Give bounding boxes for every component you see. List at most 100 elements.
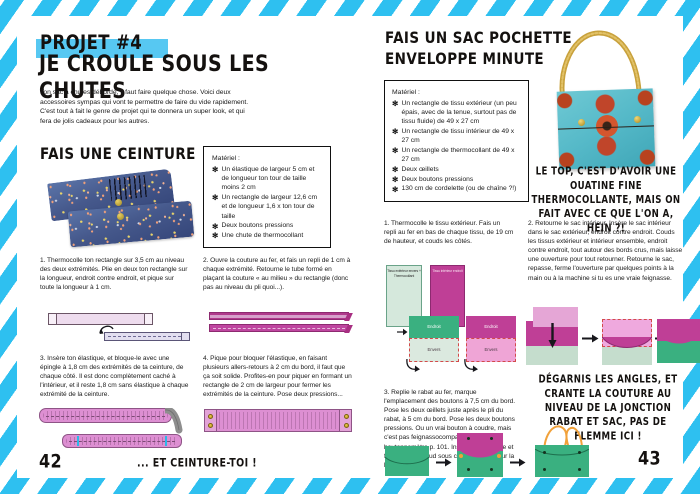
step-text-3: 3. Insère ton élastique, et bloque-le av… [40,355,189,399]
left-page: PROJET #4 JE CROULE SOUS LES CHUTES Ton … [17,16,353,478]
bag-motif-star [596,115,618,137]
bag-eyelet [578,119,585,126]
belt-end-cap [204,409,217,432]
diagram-label-endroit: Endroit [466,316,516,338]
diagram-stitch-line [108,336,181,337]
diagram-flap-line [535,449,589,456]
page-number-right: 43 [638,446,662,469]
snap-marker [490,468,493,471]
snap-button-icon [207,414,213,419]
project-label-container: PROJET #4 [36,31,168,58]
diagram-bag-body [535,445,589,477]
diagram-curved-seam [457,447,503,458]
diagram-bag-body [385,446,429,476]
tip-note: LE TOP, C'EST D'AVOIR UNE OUATINE FINE T… [531,166,681,235]
diagram-gathering-texture [207,412,349,429]
material-item: ✻ Un rectangle de tissu extérieur (un pe… [392,99,522,127]
material-item: ✻ Deux boutons pressions [392,175,522,184]
intro-paragraph: Ton sac à chutes déborde, il faut faire … [40,89,249,125]
diagram-curved-seam [602,337,652,348]
snap-button-icon [207,423,213,428]
belt-end-cap [339,409,352,432]
diagram-turned-bag [657,319,700,363]
asterisk-icon: ✻ [212,165,219,175]
diagram-inner-bag-top [533,307,578,327]
diagram-end-cap [181,333,189,340]
fold-down-arrow-icon [406,359,420,372]
diagram-label-envers: Envers [466,338,516,362]
bag-section-heading: FAIS UN SAC POCHETTE ENVELOPPE MINUTE [385,28,573,69]
eyelet-marker [497,454,501,458]
material-item-label: Une chute de thermocollant [221,231,304,239]
fold-arrow-icon [99,325,114,334]
sequence-arrow-icon [436,458,452,467]
step-text-2: 2. Ouvre la couture au fer, et fais un r… [203,257,351,292]
diagram-belt-pinned [62,434,182,448]
diagram-flat-rectangle [48,313,153,325]
page-title: JE CROULE SOUS LES CHUTES [39,50,270,104]
material-item-label: Deux boutons pressions [221,222,294,230]
eyelet-marker [459,454,463,458]
diagram-label-envers: Envers [409,338,459,362]
bag-photo [530,28,680,173]
material-item-label: Un rectangle de tissu intérieur de 49 x … [401,128,515,145]
material-item-label: Deux œillets [401,165,439,173]
snap-button-icon [343,414,349,419]
pin-marker [77,436,79,446]
diagram-curved-seam [657,333,700,344]
asterisk-icon: ✻ [212,193,219,203]
asterisk-icon: ✻ [392,184,399,194]
diagram-fold-inner: Endroit Envers [466,316,516,362]
material-item: ✻ Deux œillets [392,165,522,174]
material-item: ✻ Deux boutons pressions [212,221,323,231]
elastic-strip-icon [165,408,183,434]
diagram-belt-with-elastic [39,408,172,423]
diagram-fold-outer: Endroit Envers [409,316,459,362]
asterisk-icon: ✻ [392,99,399,109]
step-text-1: 1. Thermocolle le tissu extérieur. Fais … [384,220,514,246]
diagram-bag-open-flap [457,433,503,477]
diagram-end-cap [144,314,152,324]
material-item: ✻ Un élastique de largeur 5 cm et de lon… [212,165,323,193]
diagram-label-endroit: Endroit [409,316,459,338]
belt-photo [47,168,195,249]
material-item: ✻ Un rectangle de largeur 12,6 cm et de … [212,193,323,221]
project-label: PROJET #4 [40,31,143,54]
material-item: ✻ Une chute de thermocollant [212,231,323,240]
warning-note: DÉGARNIS LES ANGLES, ET CRANTE LA COUTUR… [538,374,678,443]
materials-box-belt: Matériel : ✻ Un élastique de largeur 5 c… [203,146,331,248]
material-item: ✻ 130 cm de cordelette (ou de chaîne ?!) [392,184,522,194]
snap-marker [578,468,581,471]
belt-snap-button [117,213,124,220]
diagram-tube-turned [209,324,353,333]
right-page: FAIS UN SAC POCHETTE ENVELOPPE MINUTE Ma… [350,16,700,478]
material-item: ✻ Un rectangle de thermocollant de 49 x … [392,146,522,164]
material-item-label: Un rectangle de tissu extérieur (un peu … [401,100,517,126]
diagram-stitch-line [69,441,175,442]
snap-marker [578,451,581,454]
material-item-label: Un rectangle de thermocollant de 49 x 27… [401,147,515,164]
snap-marker [467,437,470,440]
material-item-label: Un rectangle de largeur 12,6 cm et de lo… [221,194,318,220]
fold-down-arrow-icon [464,359,478,372]
diagram-bag-closed [385,446,429,476]
asterisk-icon: ✻ [392,127,399,137]
step-text-4: 4. Pique pour bloquer l'élastique, en fa… [203,355,352,399]
materials-title: Matériel : [212,155,240,162]
step-text-1: 1. Thermocolle ton rectangle sur 3,5 cm … [40,257,188,292]
bag-cord-strap [559,30,642,120]
sequence-arrow-icon [510,458,526,467]
diagram-outer-bag [602,343,652,365]
asterisk-icon: ✻ [212,231,219,241]
asterisk-icon: ✻ [212,221,219,231]
down-arrow-icon [548,323,557,348]
material-item-label: 130 cm de cordelette (ou de chaîne ?!) [401,185,517,193]
materials-list: ✻ Un élastique de largeur 5 cm et de lon… [212,165,323,240]
belt-snap-button [115,199,122,206]
snap-button-icon [343,423,349,428]
project-label-highlight [36,39,168,58]
materials-box-bag: Matériel : ✻ Un rectangle de tissu extér… [384,80,529,202]
material-item-label: Un élastique de largeur 5 cm et de longu… [221,166,315,192]
diagram-stitch-line [213,328,345,329]
